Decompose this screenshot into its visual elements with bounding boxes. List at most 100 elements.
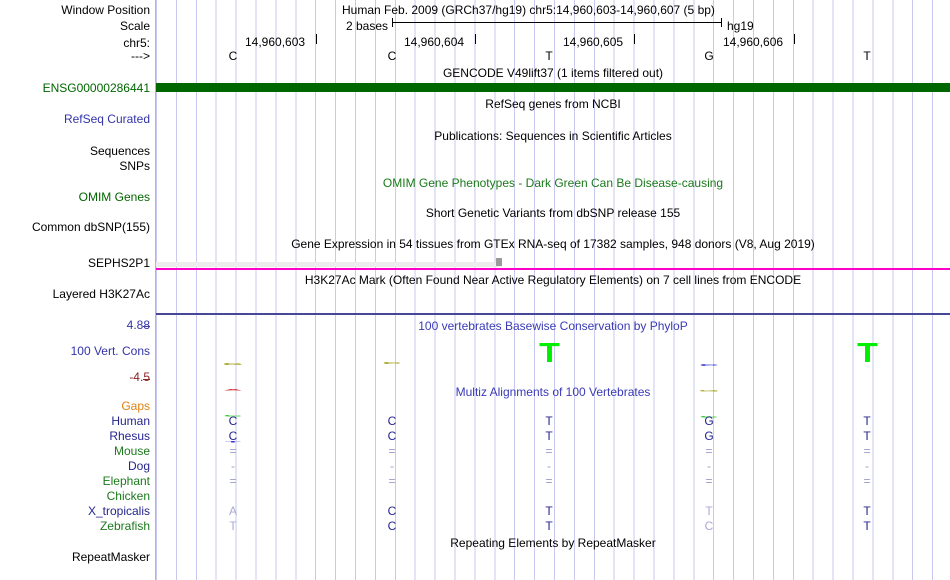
align-cell-zebrafish-2: C [387,519,397,533]
track-title-h3k27ac: H3K27Ac Mark (Often Found Near Active Re… [304,273,802,287]
ruler-coord-1: 14,960,603 [245,35,306,49]
phylop-logo-column-1[interactable]: G A C T [210,352,256,443]
align-cell-mouse-1: = [229,444,237,458]
sidebar-item-conservation[interactable]: 100 Vert. Cons [70,344,150,358]
align-cell-xtropicalis-5: T [863,504,871,518]
track-label-column: Window Position Scale chr5: ---> ENSG000… [0,0,152,580]
phylop-letter-c-1: C [223,414,243,418]
ruler-coord-2: 14,960,604 [404,35,465,49]
gtex-grey-bar[interactable] [156,262,501,267]
ruler-tick-2 [475,34,476,44]
phylop-letter-a-1: A [223,388,243,392]
ruler-tick-4 [794,34,795,44]
align-cell-mouse-3: = [545,444,553,458]
sidebar-item-gaps[interactable]: Gaps [121,399,150,413]
gencode-gene-bar[interactable] [156,83,950,92]
assembly-position-label: Human Feb. 2009 (GRCh37/hg19) chr5:14,96… [342,3,715,17]
phylop-letter-g-4: G [698,389,720,393]
align-cell-human-3: T [545,414,553,428]
align-cell-dog-2: - [390,459,394,473]
align-cell-elephant-3: = [545,474,553,488]
align-cell-xtropicalis-1: A [228,504,238,518]
align-cell-dog-1: - [231,459,235,473]
sidebar-item-xtropicalis[interactable]: X_tropicalis [87,504,150,518]
sidebar-item-rhesus[interactable]: Rhesus [109,429,150,443]
label-chrom: chr5: [123,36,150,50]
align-cell-dog-4: - [707,459,711,473]
sidebar-item-gencode[interactable]: ENSG00000286441 [42,81,150,95]
align-cell-elephant-2: = [388,474,396,488]
phylop-logo-column-2[interactable]: C [369,350,415,365]
align-cell-elephant-5: = [863,474,871,488]
align-cell-rhesus-4: G [704,429,714,443]
sidebar-item-omim[interactable]: OMIM Genes [78,190,150,204]
ruler-base-1: C [228,49,238,63]
sidebar-item-mouse[interactable]: Mouse [113,444,150,458]
assembly-db-label: hg19 [727,19,754,33]
phylop-letter-t-3: T [539,337,560,369]
phylop-logo-column-3[interactable]: T [526,336,572,369]
sidebar-item-elephant[interactable]: Elephant [102,474,150,488]
align-cell-rhesus-3: T [545,429,553,443]
phylop-letter-c-4: C [699,415,719,419]
align-cell-elephant-4: = [705,474,713,488]
align-cell-rhesus-1: C [228,429,238,443]
align-cell-zebrafish-3: T [545,519,553,533]
sidebar-item-repeatmasker[interactable]: RepeatMasker [71,550,150,564]
align-cell-mouse-5: = [863,444,871,458]
align-cell-xtropicalis-2: C [387,504,397,518]
sidebar-item-snps[interactable]: SNPs [119,159,150,173]
align-cell-elephant-1: = [229,474,237,488]
align-cell-zebrafish-4: C [704,519,714,533]
phylop-letter-t-5: T [857,337,878,369]
scale-bar [392,18,722,27]
track-title-repeatmasker: Repeating Elements by RepeatMasker [450,536,656,550]
sidebar-item-refseq[interactable]: RefSeq Curated [63,112,150,126]
align-cell-rhesus-5: T [863,429,871,443]
track-title-multiz: Multiz Alignments of 100 Vertebrates [455,385,651,399]
sidebar-item-dbsnp[interactable]: Common dbSNP(155) [31,220,150,234]
sidebar-item-zebrafish[interactable]: Zebrafish [99,519,150,533]
sidebar-item-h3k27ac[interactable]: Layered H3K27Ac [52,287,150,301]
track-title-conservation: 100 vertebrates Basewise Conservation by… [418,319,688,333]
phylop-logo-column-4[interactable]: C G C [686,352,732,418]
gtex-grey-marker[interactable] [496,258,502,266]
ruler-tick-1 [316,34,317,44]
align-cell-mouse-2: = [388,444,396,458]
track-title-gtex: Gene Expression in 54 tissues from GTEx … [291,237,815,251]
phylop-letter-t-1: T [225,441,241,443]
ruler-base-3: T [545,49,553,63]
align-cell-human-1: C [228,414,238,428]
ruler-coord-3: 14,960,605 [563,35,624,49]
label-scale: Scale [119,19,150,33]
align-cell-xtropicalis-3: T [545,504,553,518]
ruler-base-5: T [863,49,871,63]
base-gridlines [156,0,950,580]
label-window-position: Window Position [61,3,150,17]
cons-axis-dash-max [143,326,150,327]
track-title-gencode: GENCODE V49lift37 (1 items filtered out) [442,66,664,80]
sidebar-item-human[interactable]: Human [111,414,150,428]
track-title-publications: Publications: Sequences in Scientific Ar… [434,129,672,143]
sidebar-item-sequences[interactable]: Sequences [89,144,150,158]
cons-axis-dash-min [143,379,150,380]
track-display-area[interactable]: Human Feb. 2009 (GRCh37/hg19) chr5:14,96… [156,0,950,580]
align-cell-human-5: T [863,414,871,428]
ruler-coord-4: 14,960,606 [723,35,784,49]
sidebar-item-dog[interactable]: Dog [127,459,150,473]
label-track-divider [155,0,156,580]
track-title-refseq: RefSeq genes from NCBI [485,97,621,111]
align-cell-dog-3: - [547,459,551,473]
align-cell-human-4: G [704,414,714,428]
phylop-logo-column-5[interactable]: T [844,336,890,369]
sidebar-item-sephs2p1[interactable]: SEPHS2P1 [87,256,150,270]
sephs2p1-magenta-line[interactable] [156,268,950,270]
ruler-base-4: G [704,49,714,63]
cons-axis-min-label: -4.5 [129,370,150,384]
ruler-base-2: C [387,49,397,63]
ruler-tick-3 [634,34,635,44]
align-cell-human-2: C [387,414,397,428]
sidebar-item-chicken[interactable]: Chicken [106,489,150,503]
align-cell-mouse-4: = [705,444,713,458]
